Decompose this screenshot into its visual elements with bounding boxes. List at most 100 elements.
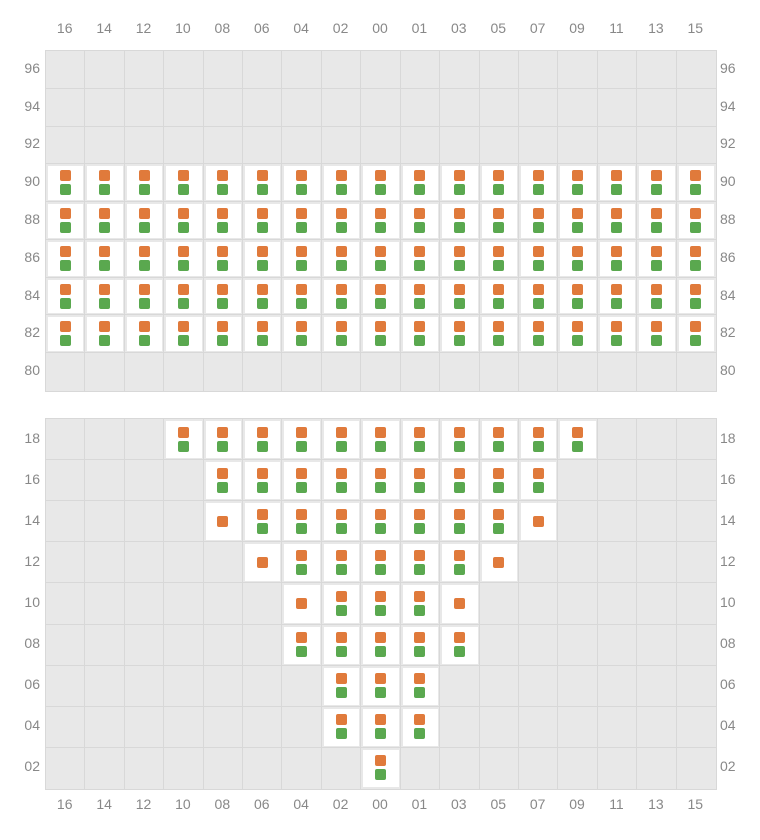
seat-cell[interactable] [403, 280, 438, 314]
seat-cell[interactable] [324, 503, 359, 540]
seat-cell[interactable] [403, 317, 438, 351]
seat-cell[interactable] [48, 242, 83, 276]
seat-cell[interactable] [284, 503, 319, 540]
seat-cell[interactable] [166, 421, 201, 458]
seat-cell[interactable] [245, 166, 280, 200]
seat-cell[interactable] [442, 462, 477, 499]
seat-cell[interactable] [560, 421, 595, 458]
seat-cell[interactable] [324, 317, 359, 351]
seat-cell[interactable] [245, 280, 280, 314]
seat-cell[interactable] [206, 166, 241, 200]
seat-cell[interactable] [600, 242, 635, 276]
seat-cell[interactable] [206, 462, 241, 499]
seat-cell[interactable] [442, 166, 477, 200]
seat-cell[interactable] [679, 166, 714, 200]
seat-cell[interactable] [403, 421, 438, 458]
seat-cell[interactable] [639, 166, 674, 200]
seat-cell[interactable] [324, 627, 359, 664]
seat-cell[interactable] [521, 421, 556, 458]
seat-cell[interactable] [403, 668, 438, 705]
seat-cell[interactable] [87, 242, 122, 276]
seat-cell[interactable] [639, 280, 674, 314]
seat-cell[interactable] [442, 204, 477, 238]
seat-cell[interactable] [482, 544, 517, 581]
seat-cell[interactable] [363, 280, 398, 314]
seat-cell[interactable] [87, 317, 122, 351]
seat-cell[interactable] [363, 709, 398, 746]
seat-cell[interactable] [166, 166, 201, 200]
seat-cell[interactable] [206, 280, 241, 314]
seat-cell[interactable] [482, 242, 517, 276]
seat-cell[interactable] [482, 204, 517, 238]
seat-cell[interactable] [48, 317, 83, 351]
seat-cell[interactable] [87, 204, 122, 238]
seat-cell[interactable] [245, 503, 280, 540]
seat-cell[interactable] [48, 204, 83, 238]
seat-cell[interactable] [560, 280, 595, 314]
seat-cell[interactable] [127, 204, 162, 238]
seat-cell[interactable] [363, 503, 398, 540]
seat-cell[interactable] [48, 280, 83, 314]
seat-cell[interactable] [403, 204, 438, 238]
seat-cell[interactable] [363, 585, 398, 622]
seat-cell[interactable] [679, 242, 714, 276]
seat-cell[interactable] [639, 317, 674, 351]
seat-cell[interactable] [521, 242, 556, 276]
seat-cell[interactable] [284, 204, 319, 238]
seat-cell[interactable] [206, 317, 241, 351]
seat-cell[interactable] [679, 280, 714, 314]
seat-cell[interactable] [324, 585, 359, 622]
seat-cell[interactable] [600, 204, 635, 238]
seat-cell[interactable] [206, 421, 241, 458]
seat-cell[interactable] [521, 317, 556, 351]
seat-cell[interactable] [600, 280, 635, 314]
seat-cell[interactable] [324, 421, 359, 458]
seat-cell[interactable] [363, 544, 398, 581]
seat-cell[interactable] [324, 242, 359, 276]
seat-cell[interactable] [245, 204, 280, 238]
seat-cell[interactable] [560, 166, 595, 200]
seat-cell[interactable] [482, 280, 517, 314]
seat-cell[interactable] [284, 166, 319, 200]
seat-cell[interactable] [245, 462, 280, 499]
seat-cell[interactable] [324, 462, 359, 499]
seat-cell[interactable] [206, 503, 241, 540]
seat-cell[interactable] [127, 242, 162, 276]
seat-cell[interactable] [166, 204, 201, 238]
seat-cell[interactable] [284, 544, 319, 581]
seat-cell[interactable] [363, 242, 398, 276]
seat-cell[interactable] [442, 317, 477, 351]
seat-cell[interactable] [560, 317, 595, 351]
seat-cell[interactable] [482, 421, 517, 458]
seat-cell[interactable] [245, 242, 280, 276]
seat-cell[interactable] [482, 503, 517, 540]
seat-cell[interactable] [403, 462, 438, 499]
seat-cell[interactable] [600, 317, 635, 351]
seat-cell[interactable] [48, 166, 83, 200]
seat-cell[interactable] [166, 317, 201, 351]
seat-cell[interactable] [363, 166, 398, 200]
seat-cell[interactable] [600, 166, 635, 200]
seat-cell[interactable] [284, 585, 319, 622]
seat-cell[interactable] [521, 462, 556, 499]
seat-cell[interactable] [442, 421, 477, 458]
seat-cell[interactable] [403, 544, 438, 581]
seat-cell[interactable] [284, 627, 319, 664]
seat-cell[interactable] [284, 421, 319, 458]
seat-cell[interactable] [442, 544, 477, 581]
seat-cell[interactable] [284, 317, 319, 351]
seat-cell[interactable] [245, 421, 280, 458]
seat-cell[interactable] [324, 709, 359, 746]
seat-cell[interactable] [442, 503, 477, 540]
seat-cell[interactable] [324, 668, 359, 705]
seat-cell[interactable] [363, 462, 398, 499]
seat-cell[interactable] [166, 280, 201, 314]
seat-cell[interactable] [324, 280, 359, 314]
seat-cell[interactable] [442, 242, 477, 276]
seat-cell[interactable] [679, 317, 714, 351]
seat-cell[interactable] [363, 421, 398, 458]
seat-cell[interactable] [521, 204, 556, 238]
seat-cell[interactable] [521, 280, 556, 314]
seat-cell[interactable] [403, 627, 438, 664]
seat-cell[interactable] [442, 280, 477, 314]
